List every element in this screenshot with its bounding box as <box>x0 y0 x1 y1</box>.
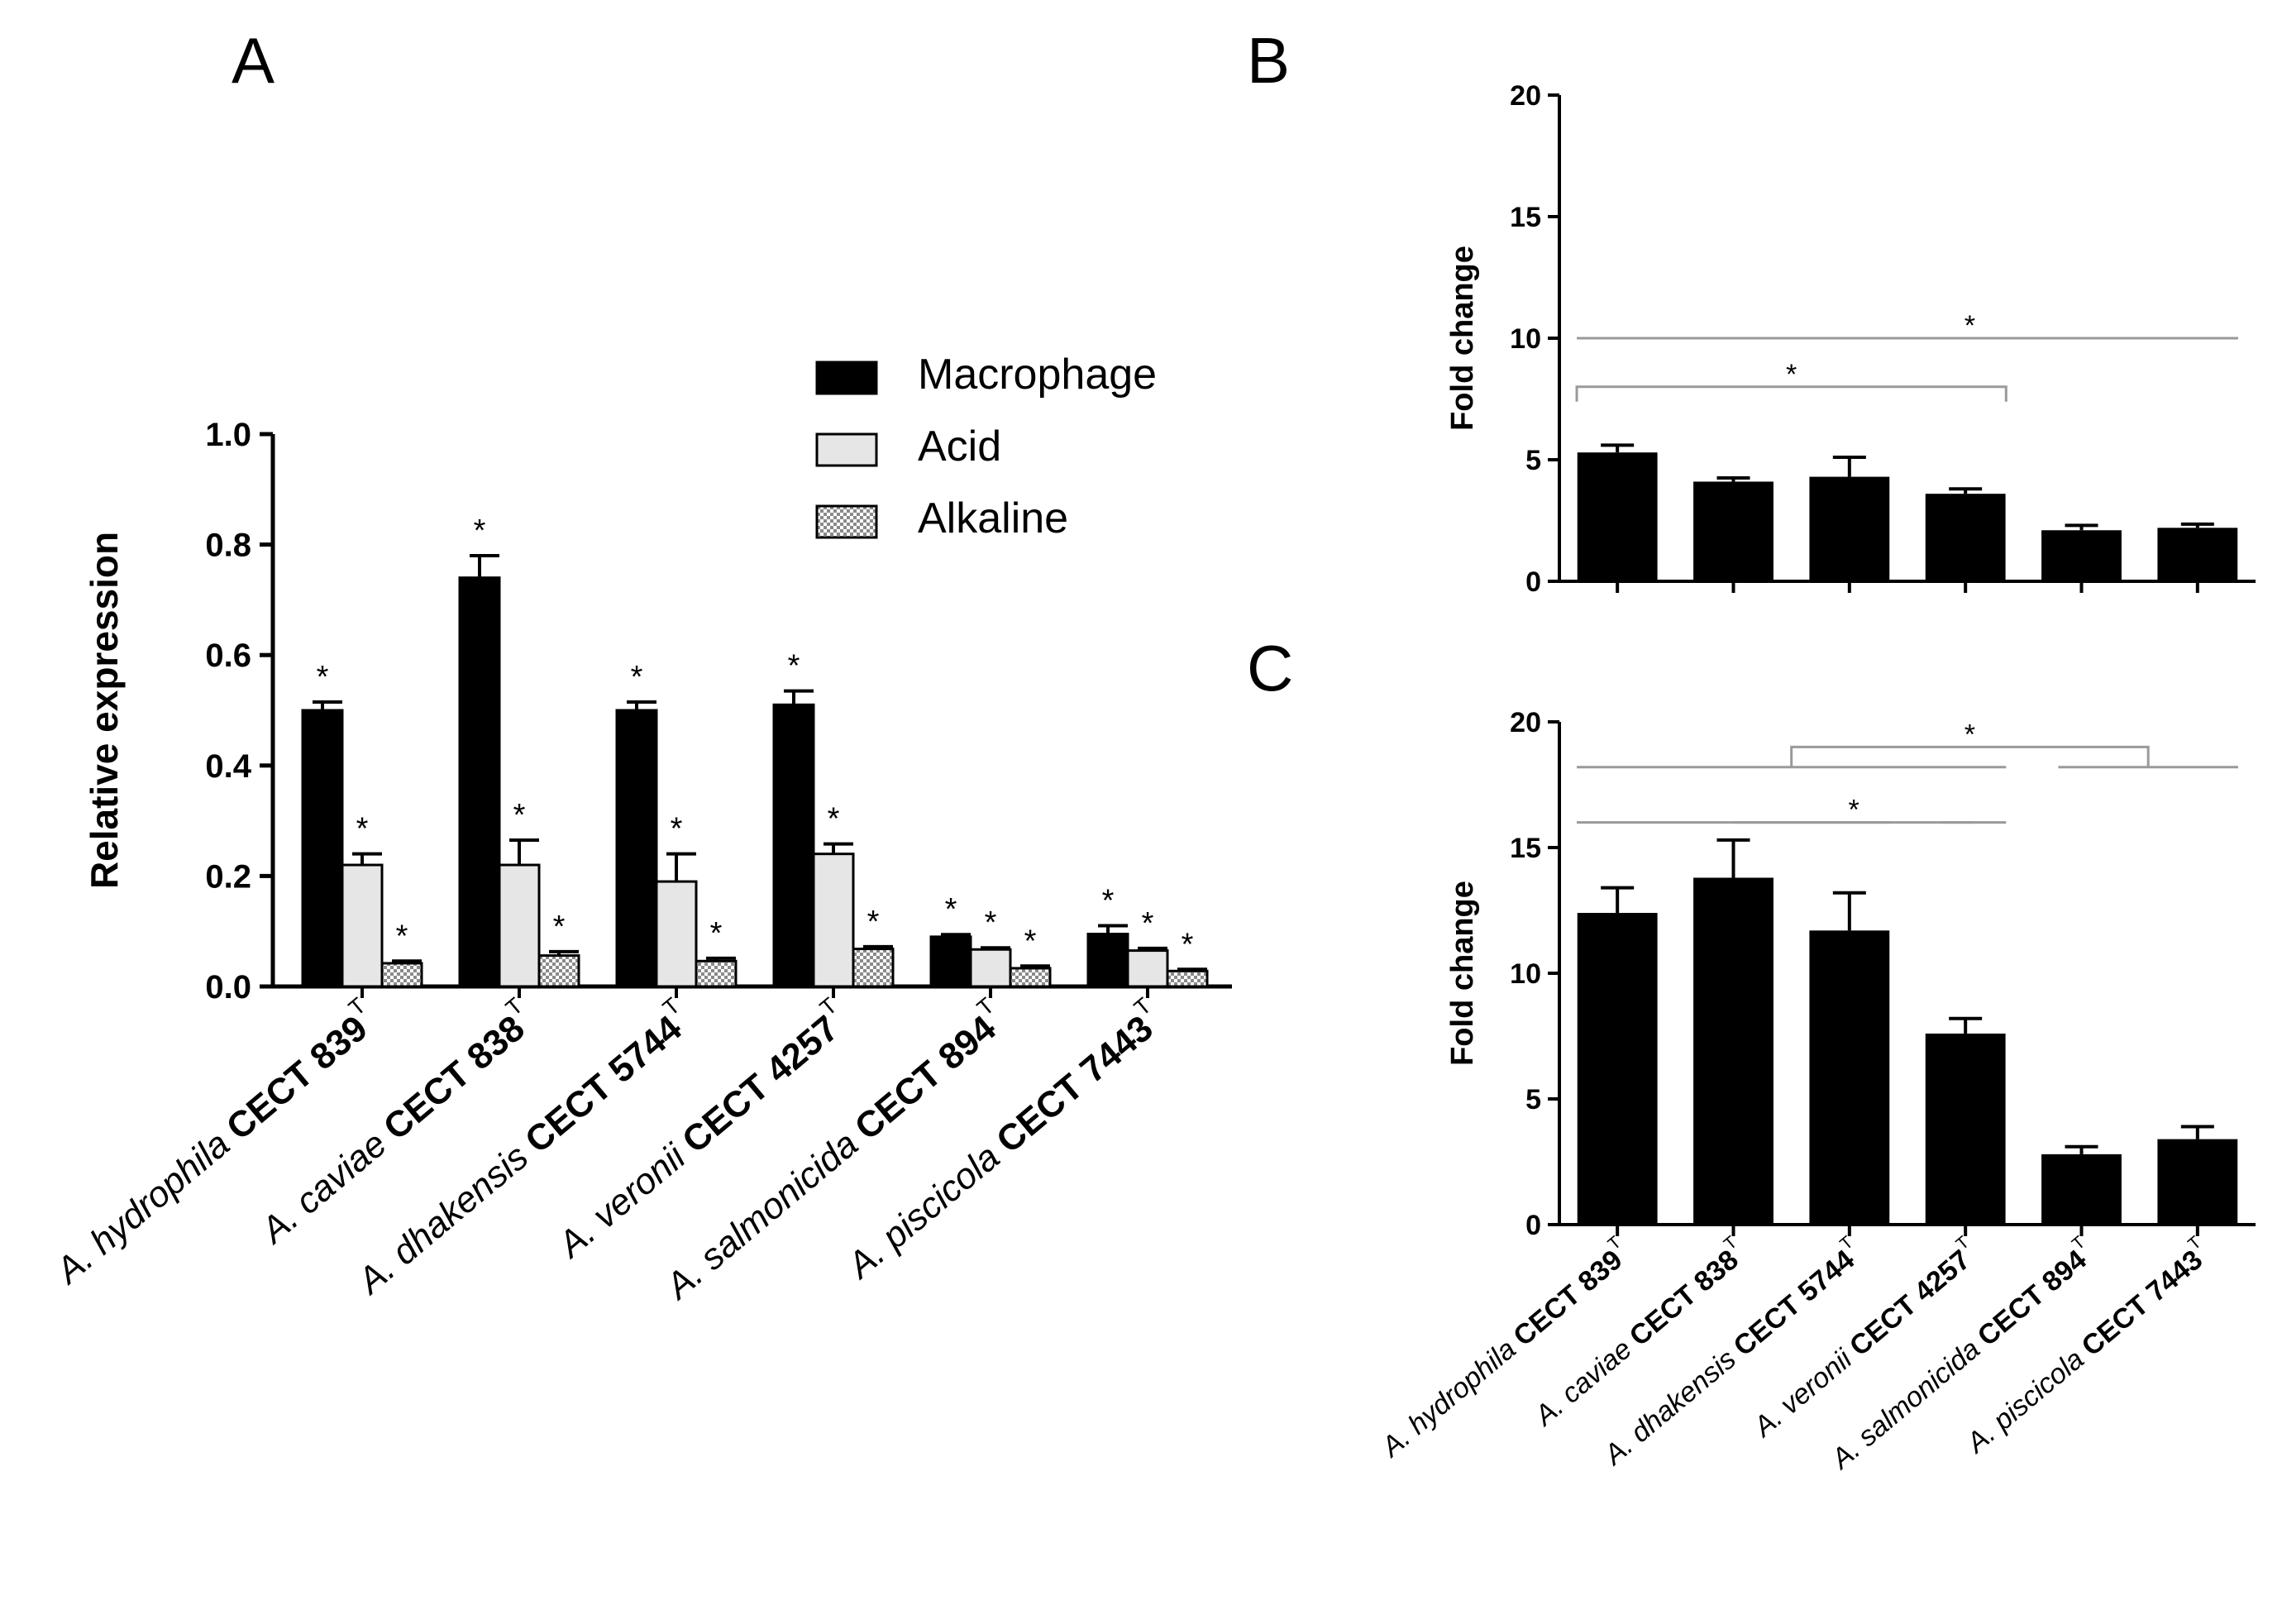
panel-letter-b: B <box>1247 24 1290 97</box>
y-tick-label: 0.8 <box>205 528 251 564</box>
bar-fold-change <box>1925 494 2006 581</box>
significance-star: * <box>474 513 486 548</box>
x-tick-label: A. hydrophila CECT 839T <box>41 992 386 1292</box>
bar-fold-change <box>1809 476 1890 581</box>
significance-star: * <box>1102 884 1115 919</box>
y-tick-label: 0 <box>1525 1210 1541 1241</box>
y-tick-label: 0.2 <box>205 858 251 895</box>
bar-macrophage <box>772 703 815 988</box>
significance-star: * <box>867 905 880 939</box>
significance-star: * <box>1024 924 1037 958</box>
x-tick-label: A. veronii CECT 4257T <box>543 992 857 1267</box>
bar-fold-change <box>1693 481 1774 581</box>
y-axis-title: Fold change <box>1445 881 1480 1066</box>
legend-label-alkaline: Alkaline <box>918 494 1068 542</box>
significance-star: * <box>396 919 408 953</box>
bar-fold-change <box>2157 1139 2238 1225</box>
chart-panel-a: 0.0 0.2 0.4 0.6 0.8 1.0 Relative expression * * *… <box>41 351 1232 1308</box>
bar-alkaline <box>380 962 423 988</box>
y-tick-label: 20 <box>1510 707 1541 738</box>
bar-fold-change <box>1693 877 1774 1225</box>
y-tick-label: 0.6 <box>205 638 251 674</box>
significance-star: * <box>710 916 723 951</box>
bar-alkaline <box>1166 969 1209 988</box>
y-tick-label: 20 <box>1510 80 1541 112</box>
bar-fold-change <box>2041 530 2122 581</box>
significance-star: * <box>631 660 643 695</box>
bar-fold-change <box>1577 452 1658 581</box>
bar-acid <box>1126 949 1169 988</box>
significance-star: * <box>788 649 800 684</box>
x-tick-label: A. caviae CECT 838T <box>1524 1233 1752 1433</box>
significance-star: * <box>1142 906 1154 941</box>
significance-star: * <box>317 660 329 695</box>
y-tick-label: 1.0 <box>205 417 251 453</box>
legend-swatch-acid <box>815 432 878 467</box>
significance-star: * <box>513 798 526 833</box>
significance-star: * <box>671 812 683 847</box>
y-axis-title: Fold change <box>1445 246 1480 431</box>
significance-star: * <box>356 812 369 847</box>
bracket-star: * <box>1786 359 1797 390</box>
y-tick-label: 0 <box>1525 566 1541 598</box>
bar-macrophage <box>458 576 501 988</box>
bracket-star: * <box>1965 719 1975 750</box>
chart-panel-b: 0 5 10 15 20 Fold change * * <box>1445 80 2256 598</box>
bar-acid <box>812 853 855 988</box>
legend-swatch-alkaline <box>815 504 878 539</box>
x-tick-label: A. hydrophila CECT 839T <box>1371 1233 1636 1464</box>
y-tick-label: 15 <box>1510 202 1541 233</box>
y-tick-label: 15 <box>1510 833 1541 864</box>
panel-letter-c: C <box>1247 632 1293 705</box>
chart-panel-c: 0 5 10 15 20 Fold change A. hydrophila CECT 83… <box>1371 707 2256 1476</box>
x-tick-label: A. veronii CECT 4257T <box>1743 1233 1984 1444</box>
bar-macrophage <box>1086 933 1129 988</box>
legend-label-macrophage: Macrophage <box>918 351 1157 399</box>
legend-label-acid: Acid <box>918 423 1001 470</box>
bar-acid <box>969 948 1012 988</box>
significance-star: * <box>553 910 566 944</box>
x-tick-label: A. caviae CECT 838T <box>246 992 543 1253</box>
y-axis-title: Relative expression <box>83 532 126 889</box>
bar-alkaline <box>537 954 580 988</box>
bar-alkaline <box>1009 967 1052 988</box>
significance-star: * <box>985 905 997 940</box>
bar-fold-change <box>1577 913 1658 1225</box>
y-tick-label: 5 <box>1525 1084 1541 1115</box>
bar-fold-change <box>2041 1154 2122 1225</box>
y-tick-label: 0.0 <box>205 969 251 1005</box>
y-tick-label: 5 <box>1525 445 1541 476</box>
bar-acid <box>655 880 698 988</box>
y-tick-label: 0.4 <box>205 748 251 785</box>
bar-acid <box>341 863 384 988</box>
bracket-star: * <box>1848 795 1859 826</box>
bar-fold-change <box>1809 930 1890 1225</box>
bracket-pair <box>1575 385 2007 402</box>
panel-letter-a: A <box>232 24 275 97</box>
bar-macrophage <box>929 935 972 988</box>
bar-fold-change <box>2157 528 2238 581</box>
bar-acid <box>498 863 541 988</box>
legend-swatch-macrophage <box>815 361 878 395</box>
bracket-connector <box>1790 745 2150 767</box>
x-tick-label: A. piscicola CECT 7443T <box>833 992 1172 1287</box>
significance-star: * <box>828 802 840 837</box>
y-tick-label: 10 <box>1510 323 1541 355</box>
y-tick-label: 10 <box>1510 958 1541 990</box>
bar-fold-change <box>1925 1033 2006 1225</box>
bracket-star: * <box>1965 310 1975 342</box>
significance-star: * <box>1182 927 1194 962</box>
bar-macrophage <box>615 709 658 988</box>
bar-alkaline <box>695 959 738 988</box>
significance-star: * <box>945 892 957 927</box>
bar-alkaline <box>852 948 895 988</box>
bar-macrophage <box>301 709 344 988</box>
